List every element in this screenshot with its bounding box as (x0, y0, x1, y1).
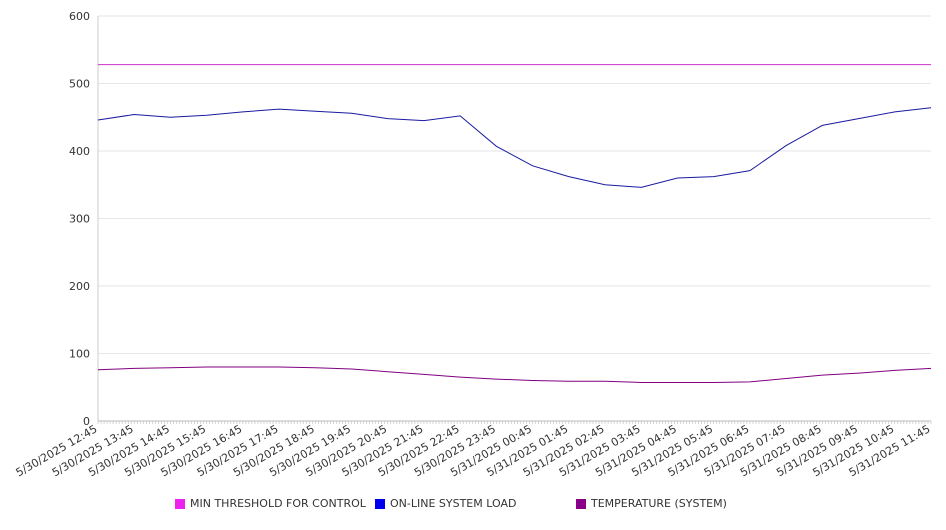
legend-item[interactable]: ON-LINE SYSTEM LOAD (375, 497, 516, 510)
y-tick-label: 0 (83, 415, 90, 428)
y-tick-labels: 0 100 200 300 400 500 600 (69, 10, 90, 428)
legend-item[interactable]: TEMPERATURE (SYSTEM) (576, 497, 727, 510)
series-lines (97, 64, 932, 383)
axes (97, 16, 932, 424)
legend-item[interactable]: MIN THRESHOLD FOR CONTROL (175, 497, 366, 510)
y-tick-label: 600 (69, 10, 90, 23)
y-tick-label: 300 (69, 213, 90, 226)
series-line-1 (97, 107, 932, 188)
y-tick-label: 500 (69, 78, 90, 91)
legend-label: MIN THRESHOLD FOR CONTROL (190, 497, 366, 510)
y-tick-label: 200 (69, 280, 90, 293)
legend-label: ON-LINE SYSTEM LOAD (390, 497, 517, 510)
y-tick-label: 100 (69, 348, 90, 361)
legend-swatch (375, 498, 385, 509)
grid (98, 15, 931, 354)
legend-swatch (576, 498, 586, 509)
x-tick-labels: 5/30/2025 12:455/30/2025 13:455/30/2025 … (14, 422, 933, 479)
legend-swatch (175, 498, 185, 509)
series-line-2 (97, 366, 932, 383)
y-tick-label: 400 (69, 145, 90, 158)
legend: MIN THRESHOLD FOR CONTROL ON-LINE SYSTEM … (0, 497, 946, 515)
legend-label: TEMPERATURE (SYSTEM) (591, 497, 727, 510)
